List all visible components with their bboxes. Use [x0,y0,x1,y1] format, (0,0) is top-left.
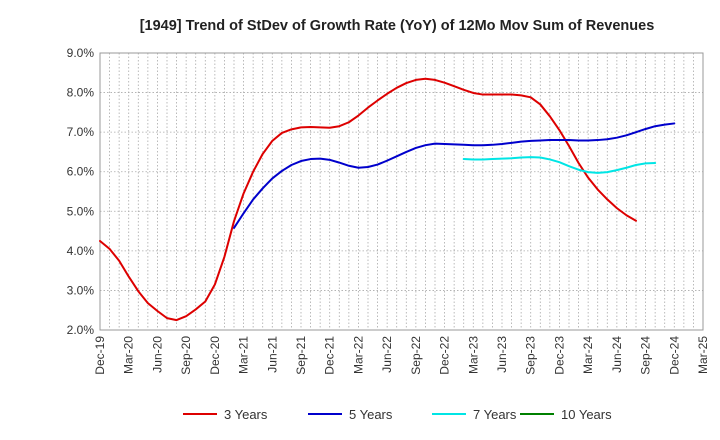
x-tick-label: Sep-21 [294,336,308,375]
x-tick-label: Mar-22 [351,336,365,374]
x-tick-label: Mar-20 [122,336,136,374]
x-tick-label: Sep-22 [409,336,423,375]
x-tick-label: Dec-21 [323,336,337,375]
series-line-7-years [462,156,657,174]
x-tick-label: Sep-20 [179,336,193,375]
legend: 3 Years 5 Years 7 Years 10 Years [183,407,612,422]
x-tick-label: Jun-21 [265,336,279,373]
y-tick-label: 7.0% [67,125,95,139]
chart-title: [1949] Trend of StDev of Growth Rate (Yo… [140,18,655,34]
x-tick-label: Dec-24 [667,336,681,375]
x-tick-label: Mar-23 [466,336,480,374]
legend-label-3-years: 3 Years [224,407,268,422]
y-tick-label: 4.0% [67,244,95,258]
x-tick-label: Jun-22 [380,336,394,373]
x-tick-label: Jun-24 [610,336,624,373]
x-tick-label: Sep-23 [524,336,538,375]
x-tick-label: Jun-20 [150,336,164,373]
legend-label-10-years: 10 Years [561,407,612,422]
plot-area [99,52,704,331]
y-tick-label: 2.0% [67,323,95,337]
y-tick-label: 8.0% [67,86,95,100]
x-tick-label: Dec-22 [438,336,452,375]
y-axis: 2.0% 3.0% 4.0% 5.0% 6.0% 7.0% 8.0% 9.0% [67,46,95,337]
y-tick-label: 6.0% [67,165,95,179]
y-tick-label: 5.0% [67,204,95,218]
x-tick-label: Jun-23 [495,336,509,373]
x-tick-label: Mar-24 [581,336,595,374]
legend-label-7-years: 7 Years [473,407,517,422]
x-tick-label: Mar-21 [237,336,251,374]
series-line-5-years [233,122,676,229]
y-tick-label: 9.0% [67,46,95,60]
y-tick-label: 3.0% [67,283,95,297]
x-tick-label: Dec-23 [552,336,566,375]
x-tick-label: Mar-25 [696,336,710,374]
x-tick-label: Dec-19 [93,336,107,375]
x-tick-label: Dec-20 [208,336,222,375]
x-axis: Dec-19 Mar-20 Jun-20 Sep-20 Dec-20 Mar-21 Jun-… [93,336,710,375]
x-tick-label: Sep-24 [639,336,653,375]
legend-label-5-years: 5 Years [349,407,393,422]
series-group [99,77,676,322]
series-line-3-years [99,77,637,322]
grid [100,53,703,330]
